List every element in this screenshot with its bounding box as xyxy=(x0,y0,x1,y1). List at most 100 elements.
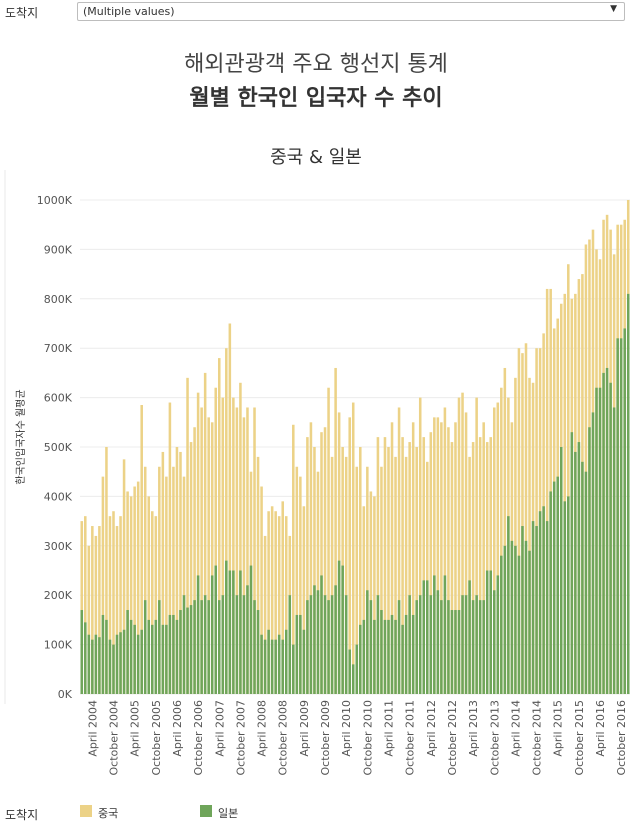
bar-japan xyxy=(567,496,570,694)
bar-japan xyxy=(496,575,500,694)
bar-china xyxy=(147,496,151,694)
bar-japan xyxy=(207,600,210,694)
bar-japan xyxy=(98,637,101,694)
bar-japan xyxy=(355,644,359,694)
bar-japan xyxy=(323,595,327,694)
bar-china xyxy=(91,526,94,694)
bar-japan xyxy=(492,590,496,694)
bar-japan xyxy=(91,639,94,694)
bar-japan xyxy=(619,338,623,694)
bar-japan xyxy=(581,461,584,694)
bar-japan xyxy=(531,521,535,694)
bar-china xyxy=(115,526,119,694)
bar-japan xyxy=(151,624,154,694)
bar-china xyxy=(567,264,570,694)
bar-china xyxy=(376,437,380,694)
bar-china xyxy=(464,412,468,694)
bar-china xyxy=(136,481,140,694)
bar-japan xyxy=(623,328,626,694)
x-tick-label: October 2010 xyxy=(361,700,374,776)
bar-china xyxy=(440,422,443,694)
bar-china xyxy=(221,397,225,694)
bar-china xyxy=(133,486,136,694)
bar-china xyxy=(295,466,299,694)
bar-china xyxy=(359,447,362,694)
bar-china xyxy=(514,377,517,694)
x-tick-label: April 2007 xyxy=(213,700,226,757)
x-tick-label: October 2012 xyxy=(446,700,459,776)
bar-china xyxy=(366,466,369,694)
bar-japan xyxy=(436,590,440,694)
bar-japan xyxy=(401,624,404,694)
destination-filter-dropdown[interactable]: (Multiple values) ▼ xyxy=(77,2,625,21)
bar-china xyxy=(260,486,263,694)
bar-china xyxy=(232,397,235,694)
bar-china xyxy=(482,422,485,694)
bar-china xyxy=(418,397,422,694)
bar-japan xyxy=(175,619,179,694)
bar-japan xyxy=(327,600,330,694)
bar-japan xyxy=(133,624,136,694)
bar-china xyxy=(140,405,143,694)
bar-japan xyxy=(214,565,218,694)
bar-japan xyxy=(429,595,433,694)
bar-japan xyxy=(390,614,394,694)
bar-japan xyxy=(168,614,172,694)
bar-china xyxy=(203,372,207,694)
bar-japan xyxy=(129,619,133,694)
bar-japan xyxy=(228,570,232,694)
bar-japan xyxy=(270,639,274,694)
bar-japan xyxy=(239,570,242,694)
x-tick-label: October 2007 xyxy=(234,700,247,776)
x-tick-label: April 2011 xyxy=(382,700,395,757)
bar-china xyxy=(158,466,161,694)
bar-japan xyxy=(507,516,510,694)
bar-china xyxy=(478,437,482,694)
y-tick-label: 0K xyxy=(58,688,73,701)
bar-china xyxy=(214,387,218,694)
bar-japan xyxy=(447,600,450,694)
x-tick-label: October 2011 xyxy=(404,700,417,776)
bar-japan xyxy=(122,629,126,694)
bar-china xyxy=(401,437,404,694)
bar-china xyxy=(277,516,281,694)
bar-japan xyxy=(542,506,545,694)
x-tick-label: October 2015 xyxy=(573,700,586,776)
bar-china xyxy=(404,456,408,694)
bar-china xyxy=(330,456,334,694)
bar-china xyxy=(270,506,274,694)
x-tick-label: April 2004 xyxy=(86,700,99,757)
bar-japan xyxy=(517,555,521,694)
bar-japan xyxy=(426,580,429,694)
bar-china xyxy=(426,461,429,694)
bar-china xyxy=(383,437,387,694)
bar-china xyxy=(337,412,341,694)
bar-china xyxy=(323,427,327,694)
bar-china xyxy=(284,516,288,694)
bar-japan xyxy=(528,550,531,694)
bar-china xyxy=(101,476,105,694)
bar-china xyxy=(274,511,277,694)
bar-china xyxy=(189,442,193,694)
bar-china xyxy=(454,422,457,694)
bar-japan xyxy=(299,614,302,694)
bar-japan xyxy=(295,614,299,694)
x-tick-label: April 2014 xyxy=(509,700,522,757)
bar-japan xyxy=(225,560,228,694)
bar-japan xyxy=(394,619,397,694)
bar-japan xyxy=(242,595,246,694)
bar-japan xyxy=(306,600,309,694)
bar-japan xyxy=(535,526,538,694)
bar-china xyxy=(373,496,376,694)
bar-japan xyxy=(411,614,415,694)
bar-japan xyxy=(482,600,485,694)
bar-japan xyxy=(277,634,281,694)
bar-japan xyxy=(330,595,334,694)
bar-japan xyxy=(147,619,151,694)
bar-china xyxy=(355,466,359,694)
bar-china xyxy=(415,447,418,694)
bar-japan xyxy=(359,624,362,694)
bar-china xyxy=(175,447,179,694)
x-tick-label: April 2013 xyxy=(467,700,480,757)
bar-china xyxy=(492,407,496,694)
